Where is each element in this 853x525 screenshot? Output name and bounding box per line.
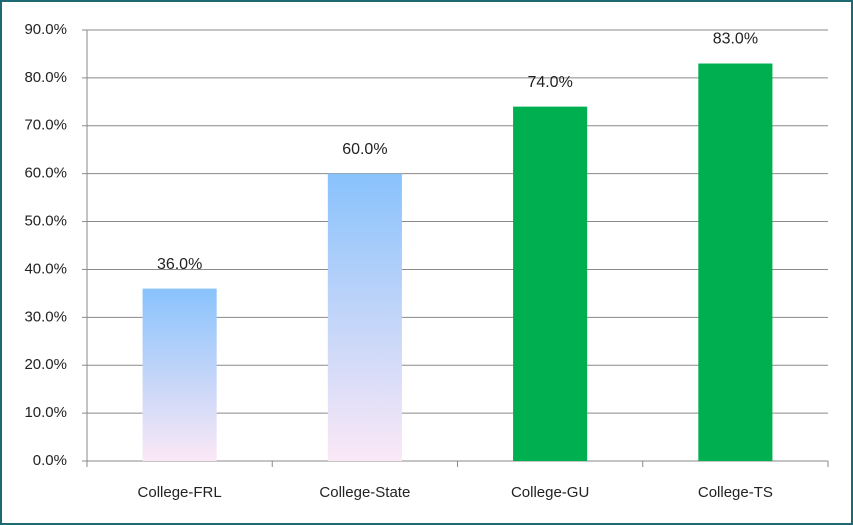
bar xyxy=(698,63,773,462)
y-tick-label: 80.0% xyxy=(24,69,67,86)
data-label: 36.0% xyxy=(157,256,202,273)
x-tick-label: College-TS xyxy=(698,484,773,501)
x-tick-label: College-State xyxy=(319,484,410,501)
x-tick-label: College-FRL xyxy=(138,484,222,501)
y-tick-label: 60.0% xyxy=(24,165,67,182)
y-tick-label: 50.0% xyxy=(24,213,67,230)
y-tick-label: 10.0% xyxy=(24,404,67,421)
y-tick-label: 0.0% xyxy=(33,452,67,469)
y-tick-label: 30.0% xyxy=(24,308,67,325)
y-tick-label: 40.0% xyxy=(24,260,67,277)
data-label: 83.0% xyxy=(713,31,758,48)
bar xyxy=(142,288,217,461)
y-tick-label: 70.0% xyxy=(24,117,67,134)
data-label: 74.0% xyxy=(527,74,572,91)
x-tick-label: College-GU xyxy=(511,484,589,501)
bar xyxy=(327,173,402,461)
data-label: 60.0% xyxy=(342,141,387,158)
bar xyxy=(513,106,588,461)
y-tick-label: 90.0% xyxy=(24,21,67,38)
y-tick-label: 20.0% xyxy=(24,356,67,373)
